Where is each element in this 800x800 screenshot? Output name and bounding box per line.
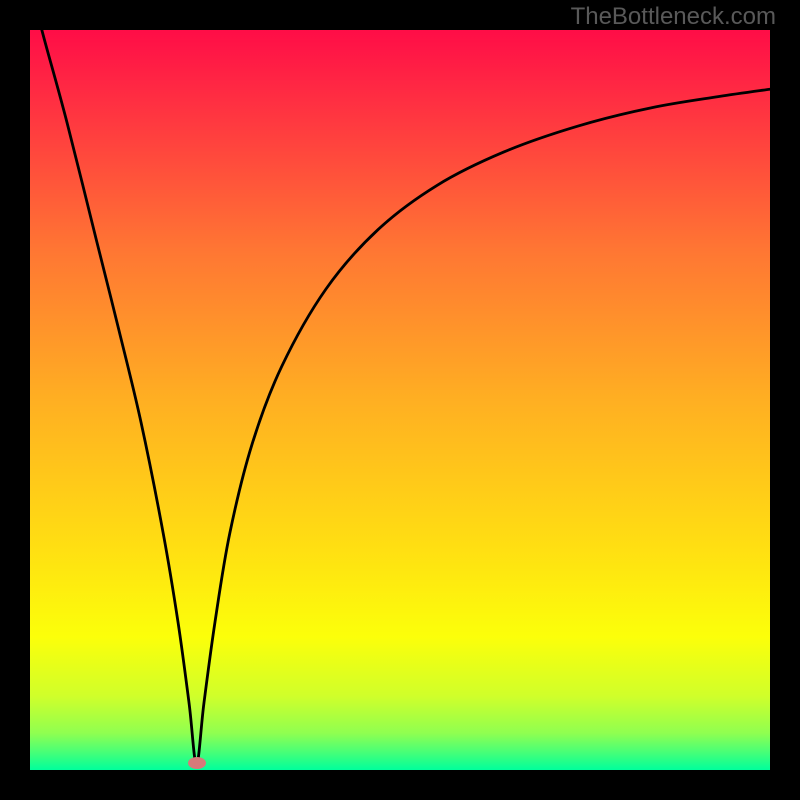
chart-container: TheBottleneck.com [0, 0, 800, 800]
plot-area [30, 30, 770, 770]
optimal-point-marker [188, 757, 206, 769]
gradient-background [30, 30, 770, 770]
watermark-text: TheBottleneck.com [571, 3, 776, 31]
